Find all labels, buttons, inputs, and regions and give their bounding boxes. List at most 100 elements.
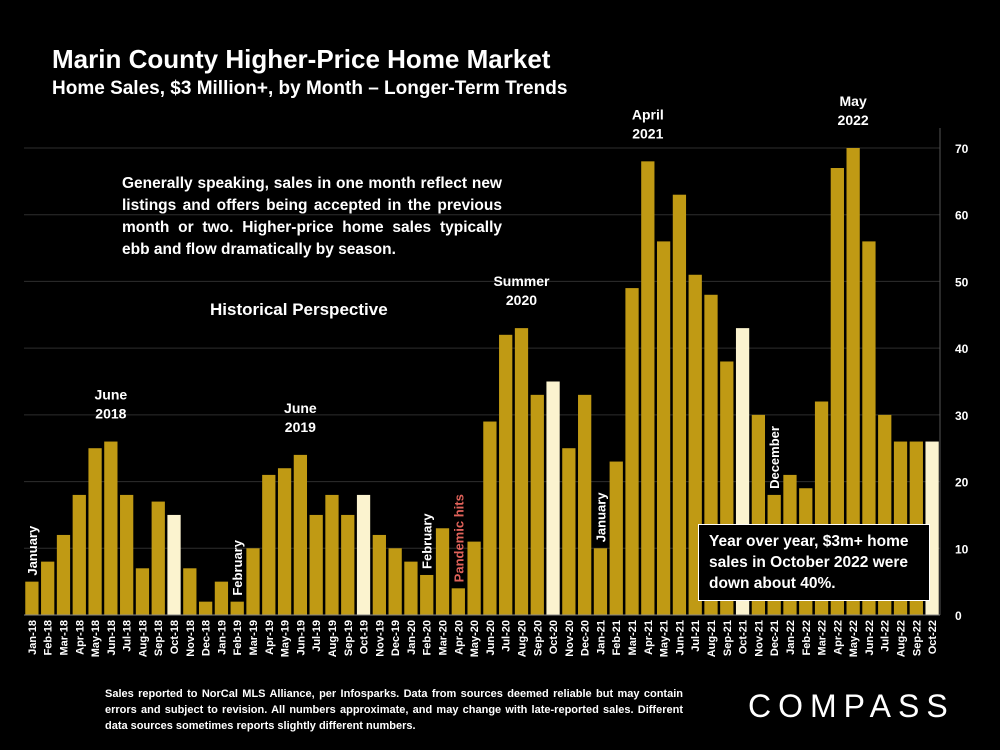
x-tick-label: Oct-21 — [738, 620, 750, 654]
bar-sep-18 — [151, 501, 165, 615]
bar-nov-20 — [562, 448, 576, 615]
x-tick-label: May-21 — [659, 620, 671, 657]
bar-jan-21 — [593, 548, 608, 615]
bar-nov-18 — [183, 568, 197, 615]
x-tick-label: Apr-20 — [453, 620, 465, 655]
x-tick-label: Jun-22 — [864, 620, 876, 655]
annotation-vertical: January — [593, 492, 608, 543]
annotation-vertical: February — [230, 539, 245, 595]
bar-jun-22 — [862, 241, 876, 615]
x-tick-label: Jan-20 — [406, 620, 418, 655]
bar-aug-20 — [514, 328, 529, 615]
x-tick-label: Apr-18 — [74, 620, 86, 655]
y-tick-label: 10 — [955, 542, 969, 556]
x-tick-label: Mar-21 — [627, 620, 639, 655]
x-tick-label: Jan-22 — [785, 620, 797, 655]
bar-jun-19 — [293, 454, 308, 615]
annotation-vertical: January — [25, 525, 40, 576]
x-tick-label: Sep-21 — [722, 620, 734, 656]
bar-jul-19 — [309, 514, 323, 615]
y-tick-label: 20 — [955, 476, 969, 490]
x-tick-label: Feb-19 — [232, 620, 244, 655]
x-tick-label: May-19 — [280, 620, 292, 657]
bar-apr-19 — [262, 474, 276, 615]
x-tick-label: Apr-22 — [832, 620, 844, 655]
annotation-line: 2020 — [506, 292, 537, 308]
x-tick-label: Mar-18 — [58, 620, 70, 655]
historical-perspective-label: Historical Perspective — [210, 300, 388, 319]
bar-oct-18 — [167, 514, 181, 615]
x-tick-label: Aug-21 — [706, 620, 718, 657]
x-tick-label: Sep-18 — [153, 620, 165, 656]
x-tick-label: Jul-21 — [690, 620, 702, 652]
x-tick-label: May-20 — [469, 620, 481, 657]
x-tick-label: Sep-19 — [343, 620, 355, 656]
annotation-vertical: Pandemic hits — [451, 494, 466, 582]
x-tick-label: Nov-20 — [564, 620, 576, 657]
annotation-line: June — [95, 387, 128, 403]
x-tick-label: Oct-22 — [927, 620, 939, 654]
x-tick-label: Jul-18 — [122, 620, 134, 652]
bar-dec-20 — [578, 394, 592, 615]
bar-feb-18 — [41, 561, 55, 615]
x-tick-label: Aug-19 — [327, 620, 339, 657]
bar-may-19 — [277, 468, 292, 615]
x-tick-label: Jan-21 — [595, 620, 607, 655]
x-tick-label: Jul-20 — [501, 620, 513, 652]
footer-disclaimer: Sales reported to NorCal MLS Alliance, p… — [105, 688, 683, 732]
x-tick-label: Mar-22 — [817, 620, 829, 655]
x-tick-label: Aug-22 — [896, 620, 908, 657]
x-tick-label: Feb-22 — [801, 620, 813, 655]
bar-jun-20 — [483, 421, 497, 615]
annotation-line: June — [284, 400, 317, 416]
x-tick-label: Jul-22 — [880, 620, 892, 652]
bar-mar-20 — [435, 528, 450, 615]
annotation-vertical: December — [767, 426, 782, 489]
x-tick-label: Dec-21 — [769, 620, 781, 656]
x-tick-label: Oct-20 — [548, 620, 560, 654]
x-tick-label: Nov-18 — [185, 620, 197, 657]
x-tick-label: Jun-20 — [485, 620, 497, 655]
y-tick-label: 0 — [955, 609, 962, 623]
chart-subtitle: Home Sales, $3 Million+, by Month – Long… — [52, 78, 568, 99]
annotation-vertical: February — [420, 513, 435, 569]
bar-apr-21 — [641, 161, 655, 616]
x-tick-label: Apr-21 — [643, 620, 655, 655]
bar-apr-22 — [830, 168, 844, 615]
bar-jan-20 — [404, 561, 418, 615]
bar-mar-19 — [246, 548, 260, 615]
bar-mar-21 — [625, 288, 639, 615]
bar-jun-18 — [104, 441, 118, 615]
bar-jul-18 — [120, 494, 134, 615]
annotation-line: 2019 — [285, 419, 316, 435]
bar-jul-20 — [499, 334, 513, 615]
x-tick-label: Sep-20 — [532, 620, 544, 656]
bar-mar-18 — [56, 534, 71, 615]
bar-may-21 — [656, 241, 671, 615]
bar-may-18 — [88, 448, 102, 615]
x-tick-label: May-22 — [848, 620, 860, 657]
x-tick-label: Jan-19 — [216, 620, 228, 655]
seasonality-note: Generally speaking, sales in one month r… — [122, 175, 502, 258]
x-tick-label: Dec-18 — [201, 620, 213, 656]
bar-jun-21 — [672, 194, 687, 615]
compass-logo: COMPASS — [748, 688, 955, 724]
x-tick-label: Feb-20 — [422, 620, 434, 655]
bar-apr-18 — [72, 494, 86, 615]
x-tick-label: Jun-21 — [674, 620, 686, 655]
bar-jan-18 — [25, 581, 39, 615]
bar-feb-19 — [230, 601, 244, 615]
x-tick-label: Mar-19 — [248, 620, 260, 655]
x-tick-label: Aug-18 — [137, 620, 149, 657]
x-tick-label: Nov-21 — [753, 620, 765, 657]
x-tick-label: Feb-18 — [43, 620, 55, 655]
x-tick-label: Dec-19 — [390, 620, 402, 656]
bar-aug-18 — [135, 568, 150, 615]
bar-feb-20 — [420, 574, 434, 615]
annotation-line: April — [632, 106, 664, 122]
x-tick-label: Sep-22 — [911, 620, 923, 656]
bar-sep-20 — [530, 394, 544, 615]
yoy-callout: Year over year, $3m+ home sales in Octob… — [698, 524, 930, 601]
x-tick-label: Jun-18 — [106, 620, 118, 655]
bar-jan-19 — [214, 581, 229, 615]
